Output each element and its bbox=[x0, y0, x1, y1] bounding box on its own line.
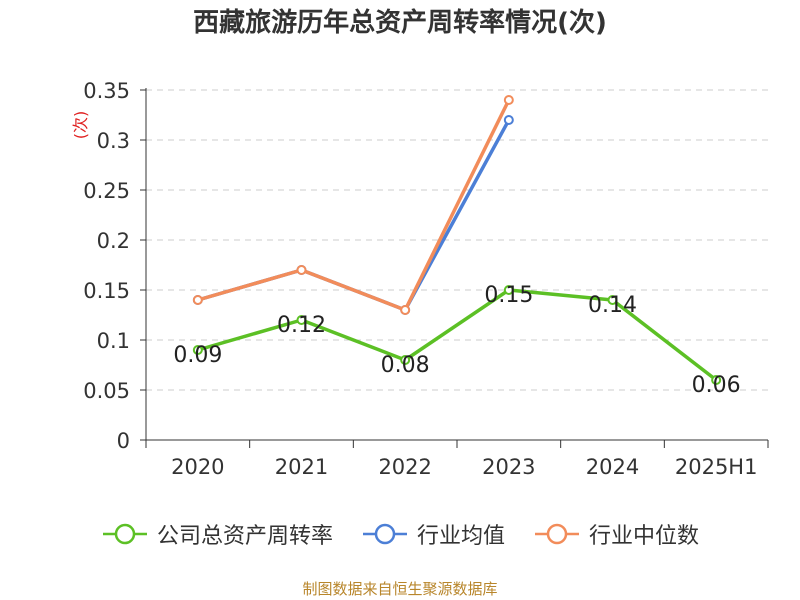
x-tick-label: 2021 bbox=[275, 455, 328, 479]
y-tick-label: 0.3 bbox=[97, 129, 130, 153]
x-tick-label: 2023 bbox=[482, 455, 535, 479]
data-label: 0.06 bbox=[692, 373, 741, 398]
series-line bbox=[197, 288, 718, 382]
data-point bbox=[192, 345, 203, 355]
y-tick-label: 0.1 bbox=[97, 329, 130, 353]
data-point bbox=[400, 305, 411, 315]
data-point bbox=[296, 315, 307, 325]
legend-label: 行业均值 bbox=[416, 524, 505, 549]
legend-item[interactable]: 行业均值 bbox=[361, 518, 505, 550]
axes bbox=[140, 88, 769, 448]
chart-title: 西藏旅游历年总资产周转率情况(次) bbox=[193, 8, 607, 38]
x-tick-label: 2025H1 bbox=[675, 455, 758, 479]
legend-swatch bbox=[102, 523, 147, 545]
legend: 公司总资产周转率 行业均值 行业中位数 bbox=[0, 518, 800, 550]
data-point bbox=[503, 115, 514, 125]
y-tick-label: 0 bbox=[117, 429, 130, 453]
x-tick-label: 2024 bbox=[586, 455, 639, 479]
data-label: 0.14 bbox=[588, 293, 637, 318]
y-tick-label: 0.2 bbox=[97, 229, 130, 253]
data-point bbox=[503, 95, 514, 105]
y-tick-label: 0.25 bbox=[83, 179, 130, 203]
y-tick-label: 0.15 bbox=[83, 279, 130, 303]
data-point bbox=[607, 295, 618, 305]
y-tick-label: 0.05 bbox=[83, 379, 130, 403]
legend-swatch bbox=[535, 523, 579, 545]
data-label: 0.12 bbox=[277, 313, 326, 338]
data-point bbox=[503, 285, 514, 295]
legend-label: 公司总资产周转率 bbox=[156, 524, 333, 549]
source-note: 制图数据来自恒生聚源数据库 bbox=[302, 580, 498, 598]
y-axis-label: (次) bbox=[71, 111, 90, 140]
y-tick-label: 0.35 bbox=[83, 79, 130, 103]
series-lines bbox=[192, 95, 722, 385]
data-point bbox=[296, 265, 307, 275]
data-point bbox=[192, 295, 203, 305]
legend-label: 行业中位数 bbox=[589, 524, 700, 549]
series-line bbox=[197, 99, 511, 312]
legend-item[interactable]: 公司总资产周转率 bbox=[101, 518, 333, 550]
data-label: 0.15 bbox=[484, 283, 533, 308]
data-point bbox=[711, 375, 722, 385]
grid-lines bbox=[146, 89, 768, 391]
x-tick-label: 2022 bbox=[378, 455, 431, 479]
data-labels: 0.09 0.12 0.08 0.15 0.14 0.06 bbox=[173, 283, 740, 398]
series-line bbox=[197, 119, 511, 312]
legend-swatch bbox=[362, 523, 407, 545]
legend-item[interactable]: 行业中位数 bbox=[533, 518, 699, 550]
data-label: 0.09 bbox=[173, 343, 222, 368]
x-tick-label: 2020 bbox=[171, 455, 224, 479]
data-label: 0.08 bbox=[381, 353, 430, 378]
tick-labels: 0 0.05 0.1 0.15 0.2 0.25 0.3 0.35 2020 2021 2022 20… bbox=[83, 79, 757, 479]
data-point bbox=[400, 355, 411, 365]
